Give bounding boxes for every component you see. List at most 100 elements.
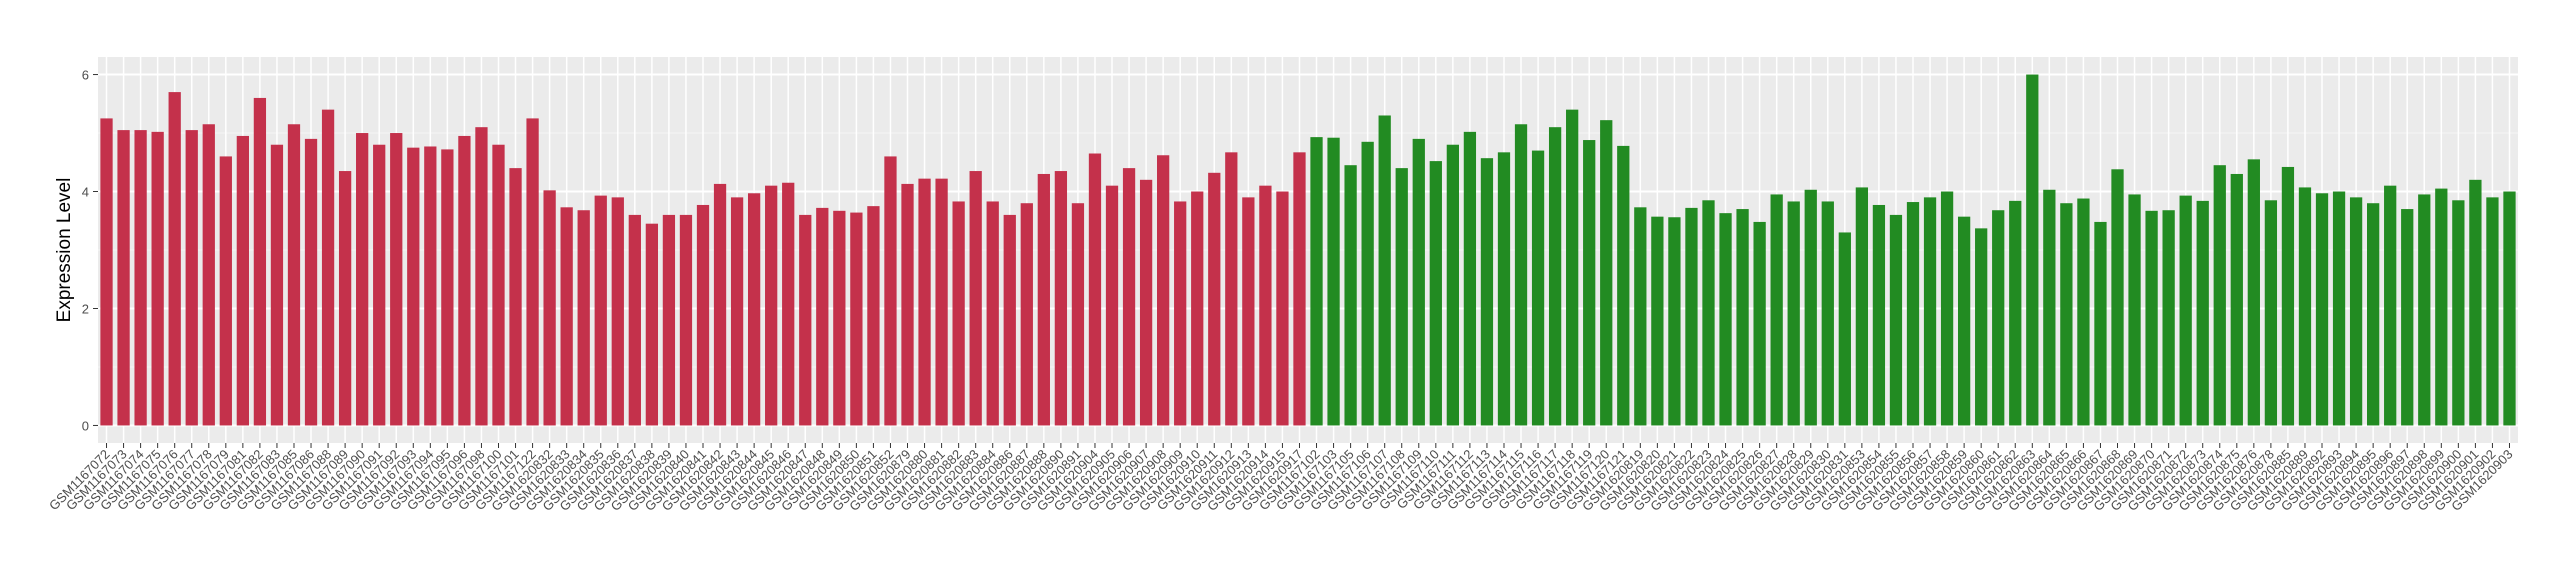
bar	[373, 144, 386, 426]
bar	[2298, 187, 2312, 426]
bar	[782, 182, 795, 426]
bar	[1838, 232, 1851, 426]
bar	[833, 210, 846, 426]
bar	[1242, 197, 1255, 426]
bar	[1395, 168, 1408, 426]
bar	[1327, 137, 1340, 426]
bar	[2179, 195, 2192, 426]
bar	[969, 171, 982, 426]
bar	[117, 130, 130, 426]
bar	[1906, 202, 1920, 426]
bar	[1787, 201, 1800, 426]
bar	[1531, 150, 1545, 426]
bar	[185, 130, 198, 426]
bar	[1617, 145, 1630, 426]
bar	[1975, 228, 1988, 426]
bar	[645, 223, 659, 426]
bar	[270, 144, 284, 426]
bar	[2349, 197, 2363, 426]
bar	[577, 210, 590, 426]
bar	[1122, 168, 1136, 426]
bar	[2247, 159, 2260, 426]
bar	[338, 171, 352, 426]
bar	[713, 183, 727, 426]
bar	[1872, 204, 1886, 426]
bar	[628, 214, 641, 426]
bar	[799, 214, 812, 426]
bar	[1514, 124, 1528, 426]
bar	[424, 146, 437, 426]
bar	[304, 138, 318, 426]
bar	[2281, 166, 2295, 426]
bar	[151, 131, 164, 426]
y-axis-label: Expression Level	[54, 178, 75, 323]
bar	[407, 147, 420, 426]
bar	[560, 207, 573, 426]
bar	[390, 133, 403, 426]
bar	[100, 118, 113, 426]
bar	[611, 197, 624, 426]
bar	[1003, 214, 1016, 426]
bar	[816, 207, 829, 426]
bar	[901, 183, 914, 426]
bar	[696, 204, 710, 426]
bar	[2060, 203, 2073, 426]
bar	[2026, 74, 2039, 426]
bar	[1668, 217, 1681, 426]
bar	[765, 185, 778, 426]
bar	[1157, 155, 1170, 426]
bar	[918, 178, 931, 426]
bar	[1174, 201, 1187, 426]
bar	[2145, 210, 2158, 426]
bar	[850, 212, 863, 426]
bar	[952, 201, 965, 426]
bar	[2367, 203, 2380, 426]
bar	[1037, 173, 1050, 426]
bar	[526, 118, 539, 426]
bar	[236, 135, 249, 426]
bar	[202, 124, 215, 426]
bar	[1276, 191, 1289, 426]
bar	[2264, 200, 2278, 426]
bar	[1548, 127, 1562, 426]
bar	[287, 124, 301, 426]
bar	[935, 178, 948, 426]
bar	[2503, 191, 2516, 426]
bar	[867, 206, 880, 426]
bar	[543, 190, 556, 426]
bar	[679, 214, 693, 426]
bar	[168, 92, 181, 426]
bar	[2043, 189, 2056, 426]
bar	[1139, 179, 1153, 426]
bar	[134, 130, 147, 426]
bar	[1855, 187, 1869, 426]
bar	[1088, 153, 1102, 426]
bar	[1583, 140, 1596, 426]
bar	[1429, 161, 1442, 426]
bar	[1225, 152, 1238, 426]
bar	[1634, 207, 1647, 426]
bar	[730, 197, 744, 426]
bar	[2094, 221, 2107, 426]
bar	[1191, 191, 1204, 426]
bar	[1719, 213, 1732, 426]
bar	[1463, 131, 1477, 426]
bar	[509, 168, 522, 426]
bar	[2230, 173, 2243, 426]
bar	[1361, 141, 1374, 426]
bar	[1940, 191, 1954, 426]
bar	[1566, 109, 1579, 426]
bar	[2128, 194, 2141, 426]
bar	[1957, 216, 1971, 426]
y-tick-label: 0	[82, 418, 89, 433]
bar	[1600, 120, 1613, 426]
bar	[2435, 188, 2448, 426]
bar	[321, 109, 335, 426]
bar	[1344, 165, 1357, 426]
bar	[2077, 198, 2090, 426]
bar	[1685, 207, 1698, 426]
bar	[441, 149, 454, 426]
bar	[2315, 193, 2329, 426]
bar	[2418, 194, 2431, 426]
bar	[1736, 209, 1749, 426]
